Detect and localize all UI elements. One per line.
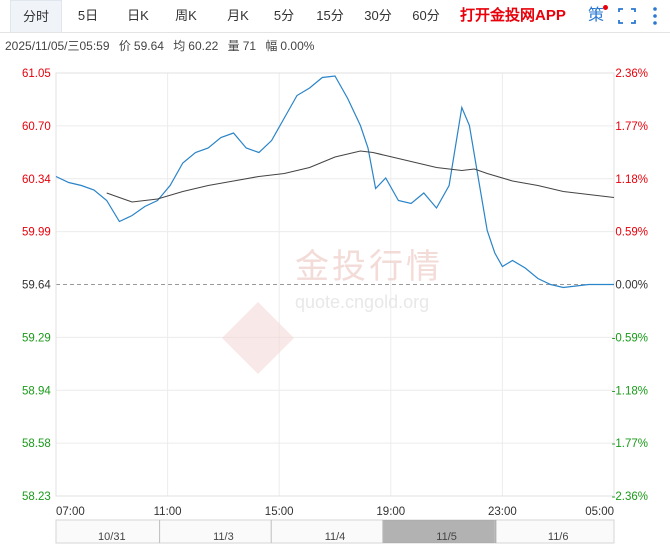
y-tick-label-right: -2.36%	[612, 491, 648, 503]
y-tick-label-right: 0.59%	[615, 227, 648, 239]
quote-info-bar: 2025/11/05/三05:59 价 59.64 均 60.22 量 71 幅 0.0…	[5, 37, 320, 54]
x-tick-label: 07:00	[56, 506, 85, 518]
tab-0[interactable]: 分时	[10, 0, 62, 32]
change-label: 幅	[265, 39, 278, 53]
navigator-date-10-31[interactable]: 10/31	[98, 531, 126, 543]
y-tick-label-left: 58.94	[22, 385, 51, 397]
change-value: 0.00%	[280, 39, 315, 53]
y-tick-label-right: 1.18%	[615, 174, 648, 186]
tab-7[interactable]: 30分	[364, 8, 392, 23]
volume-label: 量	[227, 39, 240, 53]
price-label: 价	[118, 39, 131, 53]
y-tick-label-right: -1.18%	[612, 385, 648, 397]
x-tick-label: 19:00	[376, 506, 405, 518]
watermark: 金投行情 quote.cngold.org	[222, 248, 443, 374]
x-tick-label: 15:00	[265, 506, 294, 518]
navigator-date-11-4[interactable]: 11/4	[325, 531, 346, 543]
quote-datetime: 2025/11/05/三05:59	[5, 39, 110, 53]
y-tick-label-left: 60.70	[22, 121, 51, 133]
price-line	[55, 75, 614, 289]
strategy-button[interactable]: 策	[588, 7, 605, 24]
y-tick-label-left: 59.99	[22, 227, 51, 239]
watermark-url: quote.cngold.org	[295, 292, 429, 312]
avg-label: 均	[173, 39, 186, 53]
y-tick-label-left: 60.34	[22, 174, 51, 186]
x-tick-label: 11:00	[154, 506, 182, 518]
navigator-date-11-3[interactable]: 11/3	[213, 531, 234, 543]
tab-1[interactable]: 5日	[77, 8, 99, 23]
watermark-logo	[222, 302, 294, 374]
navigator-date-11-5[interactable]: 11/5	[436, 531, 457, 543]
y-tick-label-left: 58.58	[22, 438, 51, 450]
more-vertical-icon[interactable]	[648, 0, 662, 32]
y-tick-label-right: -1.77%	[612, 438, 648, 450]
navigator-date-11-6[interactable]: 11/6	[548, 531, 569, 543]
x-tick-label: 05:00	[585, 506, 614, 518]
tab-8[interactable]: 60分	[412, 8, 440, 23]
tab-5[interactable]: 5分	[273, 8, 295, 23]
price-value: 59.64	[133, 39, 164, 53]
y-tick-label-left: 59.29	[22, 332, 51, 344]
watermark-title: 金投行情	[295, 248, 443, 286]
fullscreen-icon[interactable]	[617, 0, 637, 32]
tab-6[interactable]: 15分	[316, 8, 344, 23]
open-app-link[interactable]: 打开金投网APP	[460, 7, 566, 24]
y-tick-label-left: 59.64	[22, 280, 51, 292]
avg-value: 60.22	[188, 39, 219, 53]
period-tab-bar: 分时 5日 日K 周K 月K 5分 15分 30分 60分 打开金投网APP 策	[0, 0, 670, 33]
tab-2[interactable]: 日K	[127, 8, 149, 23]
tab-4[interactable]: 月K	[227, 8, 249, 23]
y-tick-label-right: -0.59%	[612, 332, 648, 344]
average-price-line	[106, 150, 615, 203]
x-tick-label: 23:00	[488, 506, 517, 518]
y-tick-label-right: 0.00%	[615, 280, 648, 292]
intraday-chart[interactable]: 金投行情 quote.cngold.org 61.05 60.70 60.34 59.…	[0, 46, 670, 546]
y-tick-label-left: 61.05	[22, 68, 51, 80]
tab-3[interactable]: 周K	[175, 8, 197, 23]
notification-dot	[603, 5, 608, 10]
y-tick-label-right: 2.36%	[615, 68, 648, 80]
navigator-selection[interactable]	[382, 520, 497, 543]
y-tick-label-left: 58.23	[22, 491, 51, 503]
y-tick-label-right: 1.77%	[615, 121, 648, 133]
volume-value: 71	[242, 39, 257, 53]
